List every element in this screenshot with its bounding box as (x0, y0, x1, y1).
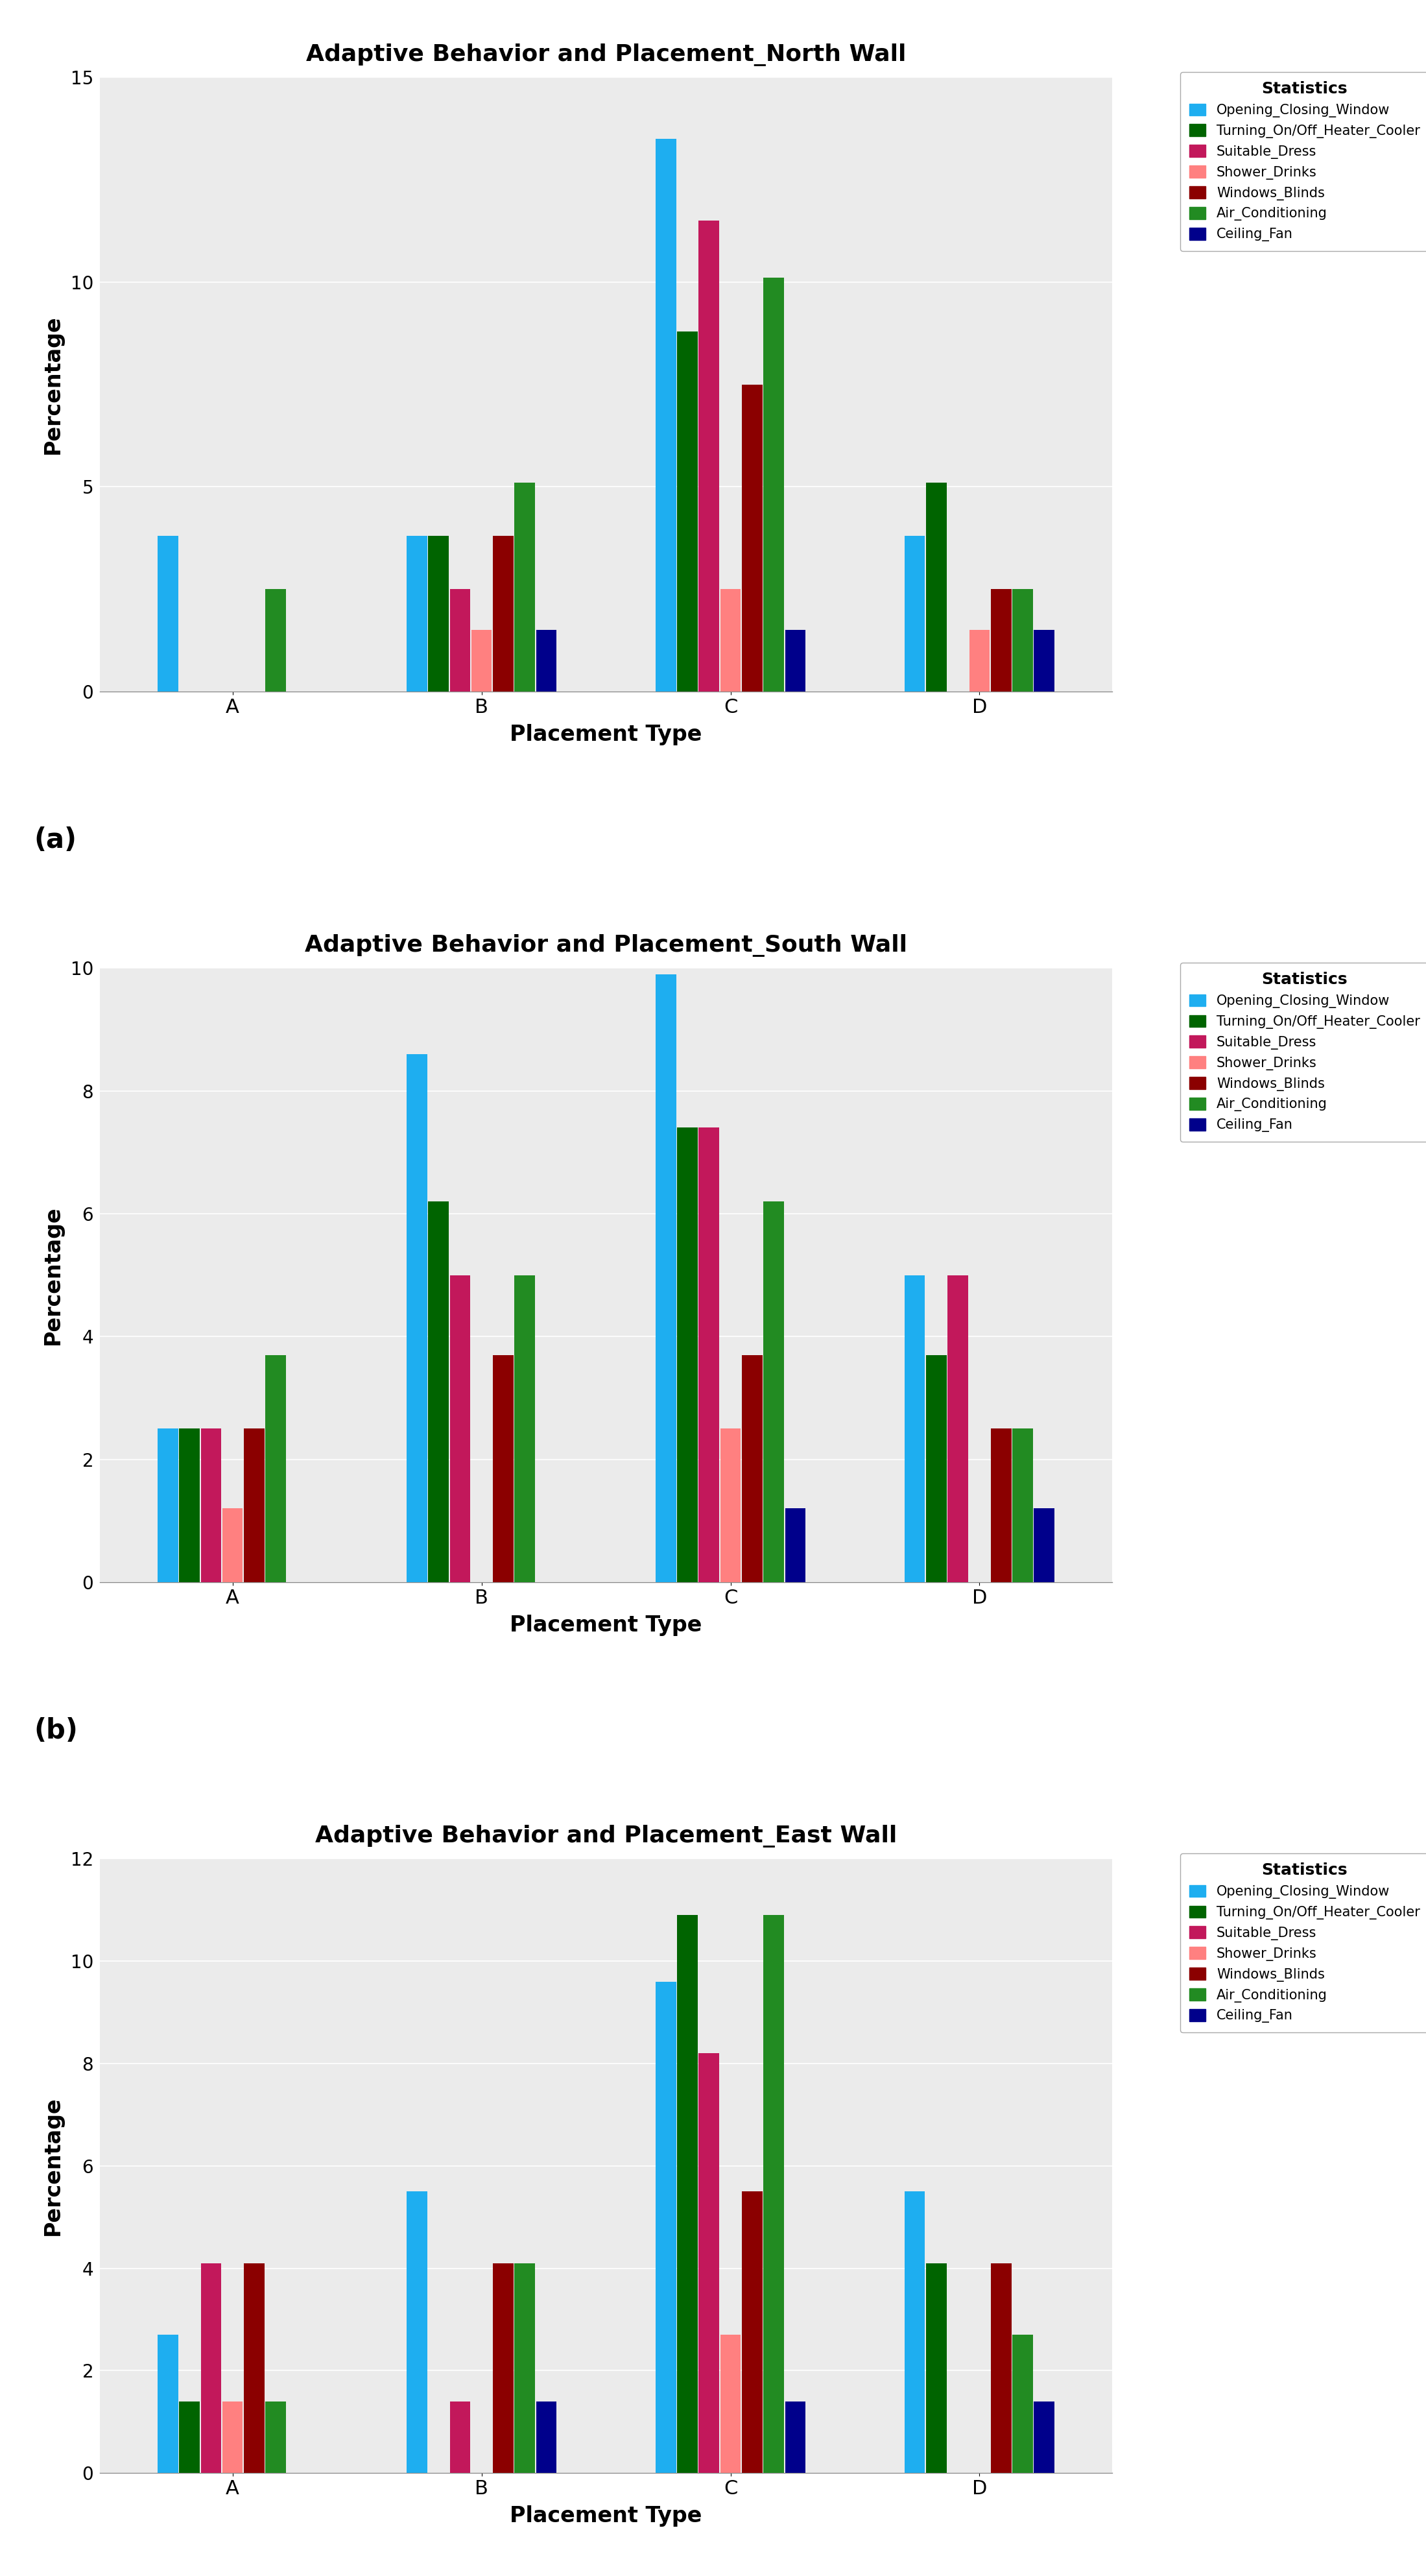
Bar (180, 2401, 200, 2473)
Legend: Opening_Closing_Window, Turning_On/Off_Heater_Cooler, Suitable_Dress, Shower_Dri: Opening_Closing_Window, Turning_On/Off_H… (1181, 1852, 1426, 2032)
Bar (472, 631, 492, 690)
Title: Adaptive Behavior and Placement_North Wall: Adaptive Behavior and Placement_North Wa… (307, 44, 906, 67)
Bar (515, 482, 535, 690)
Bar (449, 1275, 471, 1582)
Bar (656, 1981, 676, 2473)
Bar (222, 1510, 242, 1582)
Bar (925, 2264, 947, 2473)
Bar (720, 2334, 740, 2473)
Bar (970, 631, 990, 690)
Bar (428, 536, 449, 690)
Bar (406, 1054, 426, 1582)
Y-axis label: Percentage: Percentage (41, 2097, 63, 2236)
Bar (493, 1355, 513, 1582)
Bar (244, 1430, 264, 1582)
Bar (1012, 2334, 1032, 2473)
Bar (1034, 631, 1054, 690)
Bar (786, 1510, 806, 1582)
Legend: Opening_Closing_Window, Turning_On/Off_Heater_Cooler, Suitable_Dress, Shower_Dri: Opening_Closing_Window, Turning_On/Off_H… (1181, 72, 1426, 250)
Bar (201, 1430, 221, 1582)
Bar (742, 1355, 763, 1582)
Bar (720, 1430, 740, 1582)
Bar (699, 2053, 719, 2473)
X-axis label: Placement Type: Placement Type (511, 2506, 702, 2527)
Text: (a): (a) (34, 827, 77, 853)
Bar (158, 536, 178, 690)
Bar (991, 1430, 1011, 1582)
Bar (763, 1914, 784, 2473)
Bar (536, 2401, 556, 2473)
Bar (265, 1355, 287, 1582)
Bar (677, 332, 697, 690)
Bar (449, 2401, 471, 2473)
Bar (515, 1275, 535, 1582)
Bar (265, 590, 287, 690)
Bar (720, 590, 740, 690)
Y-axis label: Percentage: Percentage (41, 1206, 63, 1345)
Bar (991, 590, 1011, 690)
Bar (904, 1275, 925, 1582)
Bar (1034, 2401, 1054, 2473)
Text: (b): (b) (34, 1718, 78, 1744)
Bar (699, 222, 719, 690)
X-axis label: Placement Type: Placement Type (511, 1615, 702, 1636)
Bar (677, 1128, 697, 1582)
Bar (763, 278, 784, 690)
Bar (677, 1914, 697, 2473)
Bar (948, 1275, 968, 1582)
Bar (406, 536, 426, 690)
Bar (201, 2264, 221, 2473)
Bar (656, 139, 676, 690)
Bar (493, 2264, 513, 2473)
Title: Adaptive Behavior and Placement_East Wall: Adaptive Behavior and Placement_East Wal… (315, 1824, 897, 1847)
Bar (786, 2401, 806, 2473)
Bar (158, 2334, 178, 2473)
X-axis label: Placement Type: Placement Type (511, 724, 702, 744)
Title: Adaptive Behavior and Placement_South Wall: Adaptive Behavior and Placement_South Wa… (305, 935, 907, 956)
Bar (925, 1355, 947, 1582)
Bar (763, 1200, 784, 1582)
Bar (786, 631, 806, 690)
Bar (449, 590, 471, 690)
Bar (742, 2192, 763, 2473)
Bar (991, 2264, 1011, 2473)
Bar (904, 2192, 925, 2473)
Bar (656, 974, 676, 1582)
Bar (1034, 1510, 1054, 1582)
Bar (180, 1430, 200, 1582)
Bar (699, 1128, 719, 1582)
Bar (493, 536, 513, 690)
Bar (742, 384, 763, 690)
Bar (925, 482, 947, 690)
Bar (1012, 1430, 1032, 1582)
Bar (1012, 590, 1032, 690)
Bar (515, 2264, 535, 2473)
Bar (222, 2401, 242, 2473)
Bar (536, 631, 556, 690)
Y-axis label: Percentage: Percentage (41, 314, 63, 453)
Bar (406, 2192, 426, 2473)
Bar (265, 2401, 287, 2473)
Bar (428, 1200, 449, 1582)
Bar (158, 1430, 178, 1582)
Bar (904, 536, 925, 690)
Bar (244, 2264, 264, 2473)
Legend: Opening_Closing_Window, Turning_On/Off_Heater_Cooler, Suitable_Dress, Shower_Dri: Opening_Closing_Window, Turning_On/Off_H… (1181, 963, 1426, 1141)
